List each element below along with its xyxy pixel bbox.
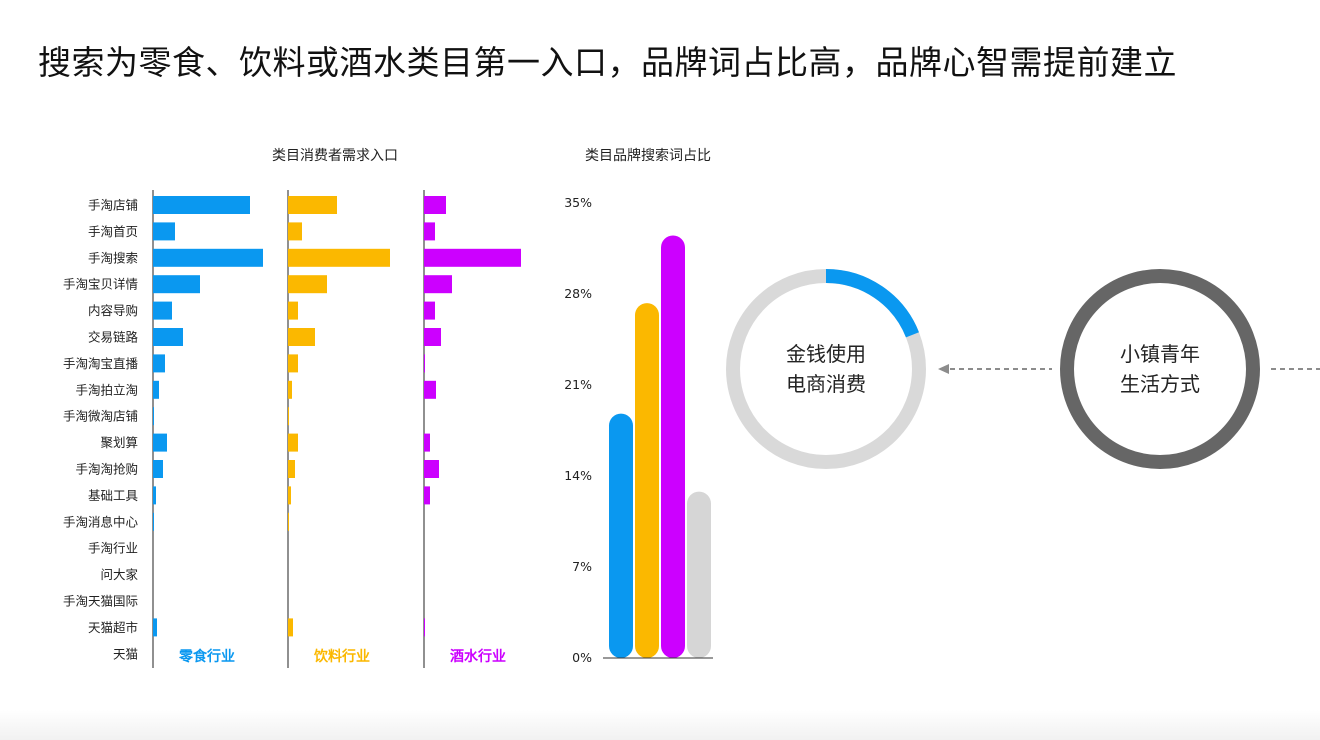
bar bbox=[153, 328, 183, 346]
bar bbox=[153, 248, 263, 267]
bar bbox=[424, 486, 430, 505]
bar bbox=[153, 380, 159, 399]
bar bbox=[424, 301, 435, 320]
bar bbox=[153, 618, 157, 637]
bar bbox=[288, 248, 390, 267]
y-tick-label: 7% bbox=[572, 559, 592, 574]
bottom-fade bbox=[0, 710, 1320, 740]
series-label: 零食行业 bbox=[178, 648, 235, 665]
y-tick-label: 0% bbox=[572, 650, 592, 665]
category-label: 手淘店铺 bbox=[88, 198, 138, 213]
category-label: 手淘天猫国际 bbox=[63, 594, 138, 609]
bar bbox=[424, 460, 439, 478]
flow-arrows bbox=[938, 364, 1320, 374]
column-chart-title: 类目品牌搜索词占比 bbox=[585, 148, 711, 164]
bar bbox=[153, 354, 165, 373]
bar bbox=[153, 486, 156, 505]
category-label: 手淘淘宝直播 bbox=[63, 356, 139, 371]
category-label: 手淘行业 bbox=[88, 541, 138, 556]
column bbox=[661, 235, 685, 658]
series-label: 酒水行业 bbox=[450, 648, 506, 665]
bar bbox=[288, 407, 289, 426]
bar bbox=[424, 433, 430, 452]
category-label: 手淘微淘店铺 bbox=[63, 409, 138, 424]
bar bbox=[288, 222, 302, 241]
category-label: 手淘首页 bbox=[88, 224, 138, 239]
bar bbox=[424, 354, 425, 373]
bar bbox=[424, 380, 436, 399]
bar bbox=[153, 460, 163, 478]
bar bbox=[153, 222, 175, 241]
column bbox=[687, 491, 711, 658]
bar bbox=[153, 275, 200, 294]
category-label: 手淘宝贝详情 bbox=[63, 277, 138, 292]
bar bbox=[288, 618, 293, 637]
bar bbox=[153, 196, 250, 214]
y-tick-label: 14% bbox=[564, 468, 592, 483]
donut-track bbox=[1060, 269, 1260, 469]
category-label: 手淘拍立淘 bbox=[75, 382, 138, 397]
bar bbox=[288, 486, 291, 505]
donut-label: 电商消费 bbox=[786, 372, 866, 396]
bar bbox=[153, 301, 172, 320]
bar bbox=[288, 354, 298, 373]
donut-label: 小镇青年 bbox=[1120, 342, 1200, 366]
category-label: 问大家 bbox=[100, 567, 138, 582]
bar bbox=[153, 512, 154, 531]
bar bbox=[288, 433, 298, 452]
bar bbox=[288, 460, 295, 478]
column bbox=[609, 413, 633, 658]
category-label: 内容导购 bbox=[88, 303, 138, 318]
bar bbox=[424, 328, 441, 346]
bar bbox=[424, 248, 521, 267]
category-entry-bar-chart: 手淘店铺手淘首页手淘搜索手淘宝贝详情内容导购交易链路手淘淘宝直播手淘拍立淘手淘微… bbox=[63, 190, 521, 668]
category-label: 天猫 bbox=[113, 646, 138, 661]
arrow-head-icon bbox=[938, 364, 949, 374]
y-tick-label: 21% bbox=[564, 377, 592, 392]
category-label: 基础工具 bbox=[88, 488, 139, 503]
y-tick-label: 35% bbox=[564, 195, 592, 210]
bar bbox=[424, 222, 435, 241]
category-label: 交易链路 bbox=[88, 330, 139, 345]
category-label: 聚划算 bbox=[100, 435, 138, 450]
category-label: 手淘搜索 bbox=[88, 250, 138, 265]
bar bbox=[424, 275, 452, 294]
bar-chart-title: 类目消费者需求入口 bbox=[272, 148, 398, 164]
bar bbox=[288, 328, 315, 346]
bar bbox=[288, 380, 292, 399]
bar bbox=[288, 512, 289, 531]
donut-label: 金钱使用 bbox=[786, 342, 866, 366]
y-tick-label: 28% bbox=[564, 286, 592, 301]
category-label: 手淘消息中心 bbox=[63, 514, 139, 529]
bar bbox=[288, 196, 337, 214]
bar bbox=[424, 196, 446, 214]
series-label: 饮料行业 bbox=[313, 648, 370, 665]
page-title: 搜索为零食、饮料或酒水类目第一入口，品牌词占比高，品牌心智需提前建立 bbox=[38, 43, 1177, 82]
bar bbox=[288, 275, 327, 294]
brand-search-share-chart: 35% 28% 21% 14% 7% 0% bbox=[564, 195, 713, 665]
bar bbox=[153, 433, 167, 452]
donut-label: 生活方式 bbox=[1120, 372, 1200, 396]
bar bbox=[424, 618, 425, 637]
bar bbox=[288, 301, 298, 320]
category-label: 天猫超市 bbox=[88, 620, 138, 635]
donut-highlight bbox=[825, 269, 919, 338]
column bbox=[635, 303, 659, 658]
category-label: 手淘淘抢购 bbox=[75, 462, 138, 477]
bar bbox=[153, 407, 154, 426]
